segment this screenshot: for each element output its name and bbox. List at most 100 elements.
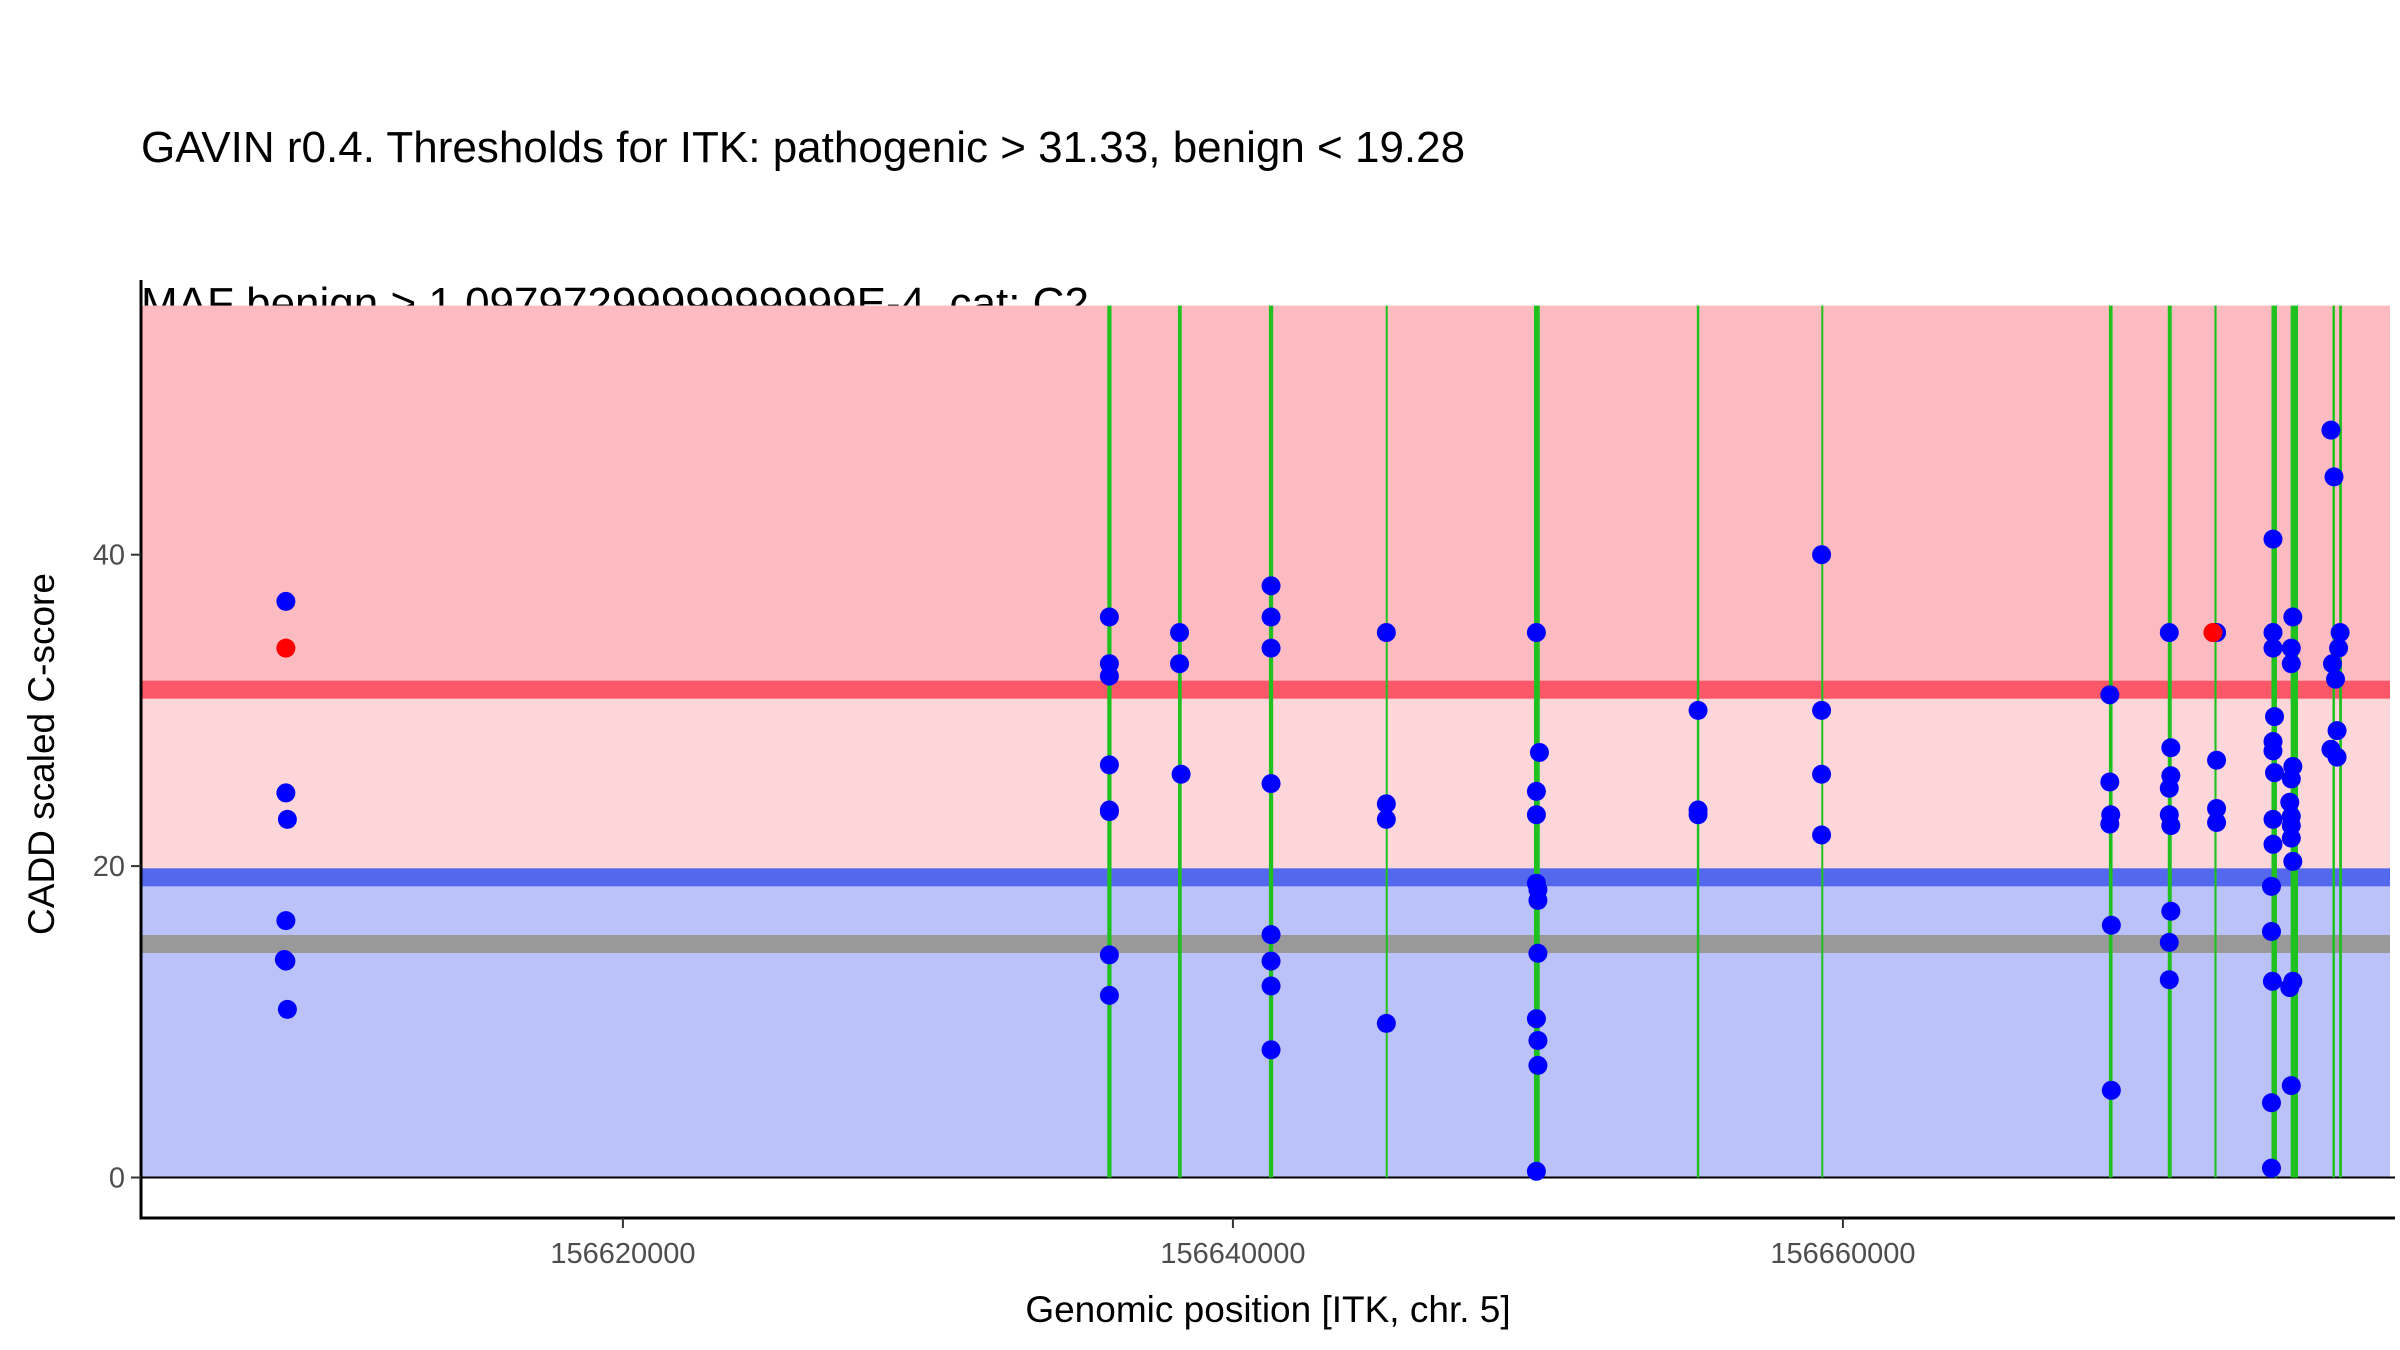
gnomad-point xyxy=(1261,976,1281,996)
exon-line xyxy=(1385,305,1388,1178)
gnomad-point xyxy=(276,951,296,971)
gnomad-point xyxy=(2281,769,2301,789)
gnomad-point xyxy=(2327,721,2347,741)
gnomad-point xyxy=(2207,798,2227,818)
gnomad-point xyxy=(1526,781,1546,801)
gnomad-point xyxy=(2161,738,2181,758)
gnomad-point xyxy=(2261,1093,2281,1113)
gnomad-point xyxy=(2321,420,2341,440)
gnomad-point xyxy=(1526,623,1546,643)
gnomad-point xyxy=(2159,932,2179,952)
gnomad-point xyxy=(1376,1013,1396,1033)
gnomad-point xyxy=(1376,623,1396,643)
gnomad-point xyxy=(1170,654,1190,674)
gnomad-point xyxy=(2161,816,2181,836)
y-ticks: 0 20 40 xyxy=(93,540,141,1195)
gnomad-point xyxy=(1812,764,1832,784)
gnomad-point xyxy=(2161,901,2181,921)
gnomad-point xyxy=(1812,700,1832,720)
gnomad-point xyxy=(276,911,296,931)
pathogenic-threshold xyxy=(141,680,2390,699)
gnomad-point xyxy=(1526,1009,1546,1029)
gnomad-point xyxy=(2265,707,2285,727)
exon-line xyxy=(2290,305,2299,1178)
gnomad-point xyxy=(2281,828,2301,848)
gnomad-point xyxy=(1376,809,1396,829)
y-axis-title: CADD scaled C-score xyxy=(21,573,62,935)
gnomad-point xyxy=(1261,774,1281,794)
exon-line xyxy=(2214,305,2217,1178)
gnomad-point xyxy=(277,999,297,1019)
gnomad-point xyxy=(1528,1030,1548,1050)
gnomad-point xyxy=(1526,805,1546,825)
gnomad-point xyxy=(1099,607,1119,627)
gnomad-point xyxy=(2261,1158,2281,1178)
gnomad-point xyxy=(1376,794,1396,814)
gnomad-point xyxy=(2100,772,2120,792)
gnomad-point xyxy=(1812,545,1832,565)
x-tick-label: 156640000 xyxy=(1160,1238,1305,1270)
gnomad-point xyxy=(2265,763,2285,783)
gnomad-point xyxy=(2100,814,2120,834)
gnomad-point xyxy=(2263,623,2283,643)
gnomad-point xyxy=(2281,638,2301,658)
gnomad-point xyxy=(1812,825,1832,845)
gnomad-point xyxy=(1526,1161,1546,1181)
pathogenic-zone xyxy=(141,305,2390,690)
gnomad-point xyxy=(1529,742,1549,762)
data-points xyxy=(274,420,2350,1181)
gnomad-point xyxy=(1528,943,1548,963)
title-line-1: GAVIN r0.4. Thresholds for ITK: pathogen… xyxy=(141,123,1466,172)
gnomad-point xyxy=(2101,915,2121,935)
gnomad-point xyxy=(2207,813,2227,833)
gnomad-point xyxy=(2283,851,2303,871)
gnomad-point xyxy=(2261,922,2281,942)
gnomad-point xyxy=(2281,654,2301,674)
gnomad-point xyxy=(1099,985,1119,1005)
gnomad-point xyxy=(1170,623,1190,643)
exon-line xyxy=(1821,305,1824,1178)
x-tick-label: 156620000 xyxy=(550,1238,695,1270)
gnomad-point xyxy=(2262,971,2282,991)
gnomad-point xyxy=(2263,809,2283,829)
gnomad-point xyxy=(2329,638,2349,658)
x-ticks: 156620000 156640000 156660000 xyxy=(550,1218,1916,1270)
genome-wide-fallback-threshold xyxy=(141,934,2390,953)
gnomad-point xyxy=(276,783,296,803)
clinvar-point xyxy=(2203,623,2223,643)
gnomad-point xyxy=(2283,607,2303,627)
gnomad-point xyxy=(1099,666,1119,686)
gnomad-point xyxy=(1261,638,1281,658)
gnomad-point xyxy=(2263,834,2283,854)
gnomad-point xyxy=(277,809,297,829)
gnomad-point xyxy=(2207,750,2227,770)
exon-line xyxy=(1533,305,1540,1178)
exon-line xyxy=(1178,305,1182,1178)
gnomad-point xyxy=(1688,700,1708,720)
gnomad-point xyxy=(2100,685,2120,705)
gnomad-point xyxy=(2263,638,2283,658)
exon-line xyxy=(2108,305,2113,1178)
gnomad-point xyxy=(1528,890,1548,910)
gnomad-point xyxy=(1261,925,1281,945)
gnomad-point xyxy=(2324,467,2344,487)
gnomad-point xyxy=(1261,1040,1281,1060)
gnomad-point xyxy=(2263,529,2283,549)
gnomad-point xyxy=(2261,876,2281,896)
gnomad-point xyxy=(2330,623,2350,643)
y-tick-label: 40 xyxy=(93,540,125,572)
gnomad-point xyxy=(1171,764,1191,784)
exon-line xyxy=(1268,305,1274,1178)
gnomad-point xyxy=(1099,802,1119,822)
gnomad-point xyxy=(1688,805,1708,825)
gnomad-point xyxy=(1261,607,1281,627)
exon-line xyxy=(1696,305,1700,1178)
gnomad-point xyxy=(2159,778,2179,798)
gnomad-point xyxy=(1528,1055,1548,1075)
axes xyxy=(139,280,2395,1220)
gnomad-point xyxy=(2322,654,2342,674)
gnomad-point xyxy=(1099,945,1119,965)
gnomad-point xyxy=(1261,951,1281,971)
gnomad-point xyxy=(2159,970,2179,990)
